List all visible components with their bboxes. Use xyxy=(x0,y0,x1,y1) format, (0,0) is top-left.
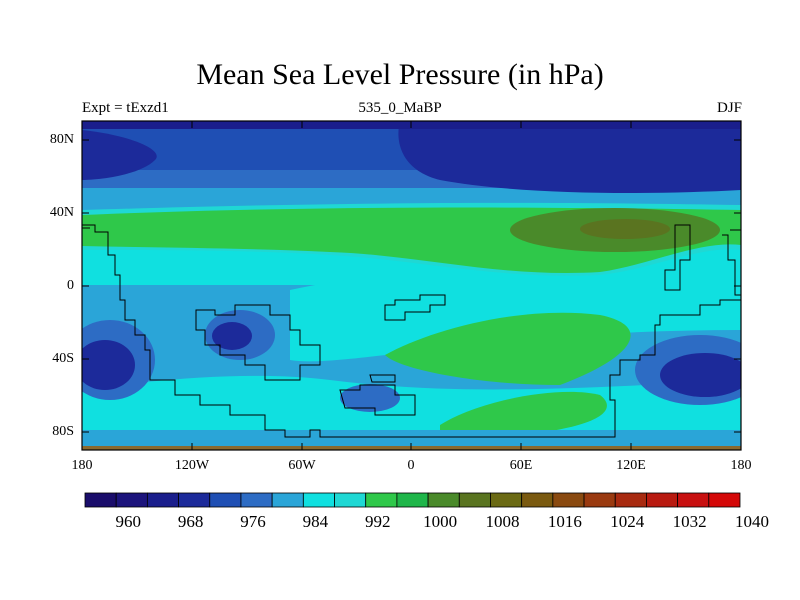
y-ticks xyxy=(82,139,741,433)
colorbar-swatch xyxy=(209,492,242,508)
colorbar-swatch xyxy=(677,492,710,508)
colorbar-tick-label: 1024 xyxy=(610,512,645,531)
colorbar-swatch xyxy=(490,492,523,508)
field-north-low-east xyxy=(398,121,741,193)
x-label-0: 0 xyxy=(407,458,415,473)
colorbar-tick-label: 984 xyxy=(302,512,329,531)
colorbar-tick-label: 976 xyxy=(240,512,266,531)
y-label-80s: 80S xyxy=(52,424,74,439)
y-label-40n: 40N xyxy=(49,205,74,220)
map-title: Mean Sea Level Pressure (in hPa) xyxy=(196,58,604,91)
colorbar-swatch xyxy=(146,492,179,508)
x-label-180e: 180 xyxy=(730,458,752,473)
colorbar-swatch xyxy=(115,492,148,508)
y-label-80n: 80N xyxy=(49,132,74,147)
colorbar-swatch xyxy=(614,492,647,508)
colorbar-tick-label: 992 xyxy=(364,512,391,531)
field-south-low-b xyxy=(212,322,252,350)
colorbar-swatch xyxy=(240,492,273,508)
y-label-40s: 40S xyxy=(52,351,74,366)
colorbar-swatch xyxy=(84,492,117,508)
colorbar-swatch xyxy=(271,492,304,508)
y-label-0: 0 xyxy=(67,278,74,293)
colorbar-swatch xyxy=(521,492,554,508)
x-label-120e: 120E xyxy=(616,458,646,473)
colorbar-tick-label: 1008 xyxy=(485,512,520,531)
colorbar-swatch xyxy=(178,492,211,508)
colorbar-swatch xyxy=(396,492,429,508)
x-ticks xyxy=(81,121,632,450)
colorbar-swatch xyxy=(427,492,460,508)
field-south-low-d xyxy=(340,384,400,412)
field-north-low-west xyxy=(82,130,157,180)
x-label-60w: 60W xyxy=(288,458,316,473)
field-asian-high-core xyxy=(580,219,670,239)
colorbar-swatch xyxy=(365,492,398,508)
x-label-60e: 60E xyxy=(509,458,533,473)
colorbar-swatch xyxy=(583,492,616,508)
field-south-low-a xyxy=(82,340,135,390)
subtitle-experiment: Expt = tExzd1 xyxy=(82,100,169,116)
colorbar-tick-label: 1016 xyxy=(547,512,582,531)
field-south-high-2 xyxy=(440,391,607,440)
colorbar-tick-label: 1032 xyxy=(672,512,707,531)
x-label-120w: 120W xyxy=(174,458,210,473)
field-antarctic xyxy=(82,430,741,450)
coastlines xyxy=(82,224,741,438)
subtitle-period: 535_0_MaBP xyxy=(358,100,442,116)
field-south-low-c xyxy=(660,353,741,397)
colorbar-tick-label: 1000 xyxy=(423,512,458,531)
colorbar-tick-label: 960 xyxy=(115,512,141,531)
field-south-high-1 xyxy=(385,312,631,385)
colorbar-swatch xyxy=(458,492,491,508)
colorbar-swatch xyxy=(708,492,741,508)
colorbar-swatch xyxy=(552,492,585,508)
x-label-180w: 180 xyxy=(71,458,93,473)
colorbar-tick-label: 1040 xyxy=(735,512,769,531)
colorbar-swatch xyxy=(334,492,367,508)
colorbar-swatch xyxy=(302,492,335,508)
subtitle-season: DJF xyxy=(716,100,742,116)
colorbar-swatch xyxy=(646,492,679,508)
colorbar-tick-label: 968 xyxy=(177,512,204,531)
